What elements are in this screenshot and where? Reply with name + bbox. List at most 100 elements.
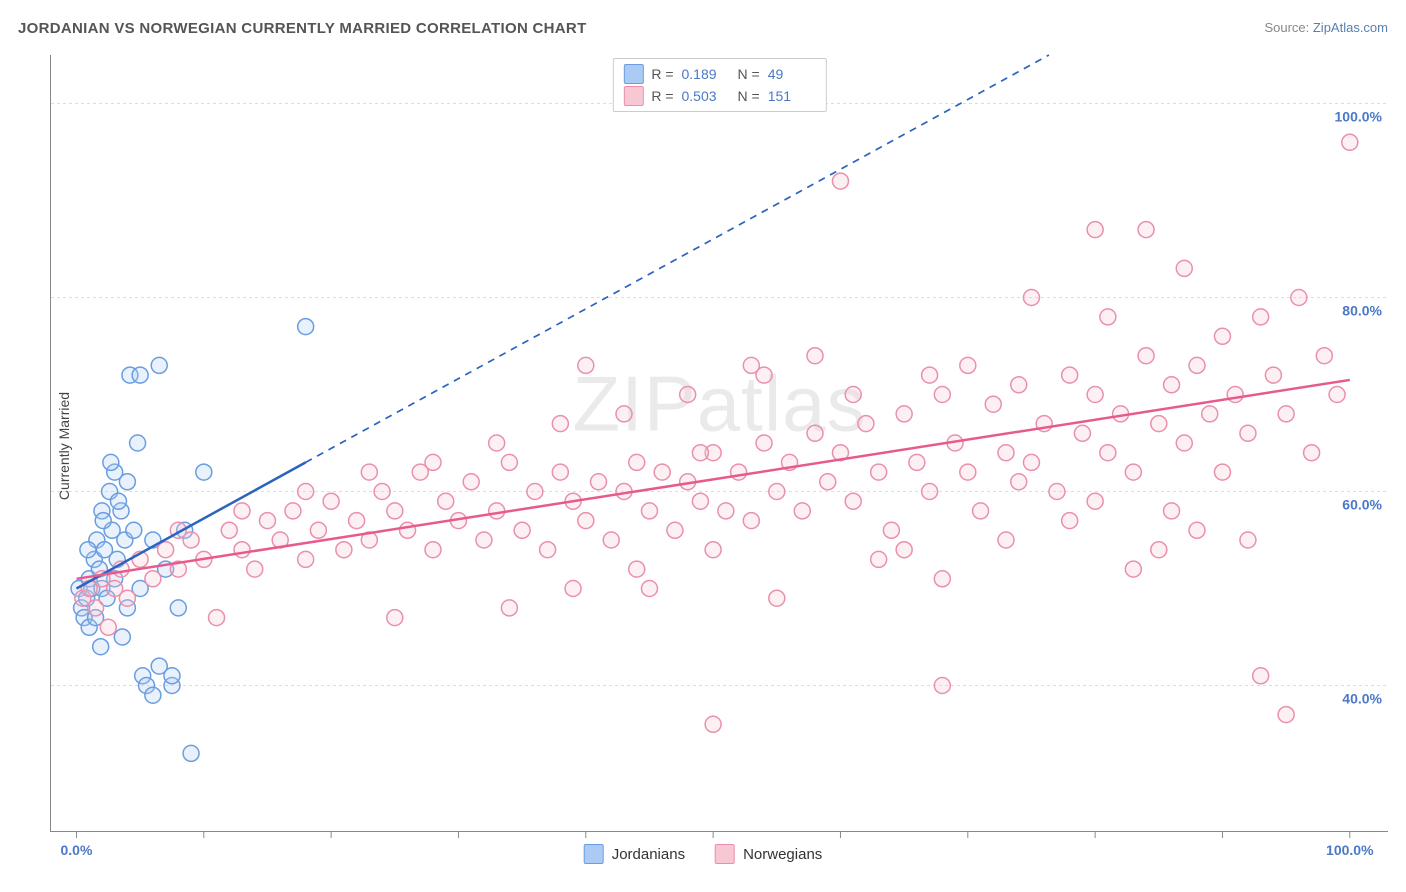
scatter-point [323, 493, 339, 509]
scatter-point [1189, 522, 1205, 538]
scatter-point [110, 493, 126, 509]
svg-text:80.0%: 80.0% [1342, 303, 1382, 319]
svg-text:100.0%: 100.0% [1326, 842, 1374, 858]
scatter-point [832, 173, 848, 189]
scatter-point [1138, 348, 1154, 364]
r-label: R = [651, 85, 673, 107]
scatter-point [170, 600, 186, 616]
legend-swatch [715, 844, 735, 864]
scatter-point [145, 687, 161, 703]
r-label: R = [651, 63, 673, 85]
series-legend: Jordanians Norwegians [584, 844, 823, 864]
scatter-point [756, 367, 772, 383]
scatter-point [1023, 454, 1039, 470]
scatter-point [1125, 561, 1141, 577]
scatter-point [565, 581, 581, 597]
stats-legend: R =0.189N =49R =0.503N =151 [612, 58, 826, 112]
scatter-point [718, 503, 734, 519]
scatter-point [1214, 328, 1230, 344]
scatter-point [909, 454, 925, 470]
n-label: N = [738, 63, 760, 85]
scatter-point [95, 513, 111, 529]
scatter-point [1189, 357, 1205, 373]
scatter-point [807, 348, 823, 364]
scatter-point [88, 600, 104, 616]
scatter-point [578, 513, 594, 529]
scatter-point [361, 464, 377, 480]
scatter-point [973, 503, 989, 519]
scatter-point [1202, 406, 1218, 422]
scatter-point [387, 610, 403, 626]
scatter-point [298, 484, 314, 500]
scatter-point [103, 454, 119, 470]
scatter-point [731, 464, 747, 480]
scatter-point [1278, 707, 1294, 723]
scatter-point [298, 551, 314, 567]
scatter-point [985, 396, 1001, 412]
legend-item-jordanians: Jordanians [584, 844, 685, 864]
scatter-point [934, 387, 950, 403]
scatter-point [871, 464, 887, 480]
scatter-point [501, 600, 517, 616]
scatter-point [820, 474, 836, 490]
svg-text:60.0%: 60.0% [1342, 497, 1382, 513]
scatter-point [1176, 435, 1192, 451]
scatter-point [960, 357, 976, 373]
scatter-point [425, 542, 441, 558]
r-value: 0.503 [682, 85, 730, 107]
scatter-point [667, 522, 683, 538]
scatter-point [1227, 387, 1243, 403]
scatter-point [196, 464, 212, 480]
scatter-point [1087, 222, 1103, 238]
legend-swatch [623, 64, 643, 84]
scatter-point [1011, 474, 1027, 490]
scatter-point [1316, 348, 1332, 364]
scatter-point [489, 503, 505, 519]
svg-text:40.0%: 40.0% [1342, 691, 1382, 707]
scatter-point [705, 542, 721, 558]
scatter-point [1265, 367, 1281, 383]
svg-text:0.0%: 0.0% [61, 842, 93, 858]
legend-label: Norwegians [743, 846, 822, 863]
scatter-point [425, 454, 441, 470]
scatter-point [1125, 464, 1141, 480]
chart-container: JORDANIAN VS NORWEGIAN CURRENTLY MARRIED… [0, 0, 1406, 892]
scatter-point [845, 387, 861, 403]
scatter-point [183, 745, 199, 761]
scatter-point [1278, 406, 1294, 422]
source-link[interactable]: ZipAtlas.com [1313, 20, 1388, 35]
source-attribution: Source: ZipAtlas.com [1264, 20, 1388, 35]
scatter-point [794, 503, 810, 519]
scatter-point [1329, 387, 1345, 403]
scatter-point [1164, 503, 1180, 519]
scatter-point [285, 503, 301, 519]
scatter-point [489, 435, 505, 451]
scatter-point [349, 513, 365, 529]
scatter-point [100, 619, 116, 635]
scatter-point [151, 357, 167, 373]
scatter-point [934, 571, 950, 587]
scatter-point [743, 513, 759, 529]
scatter-point [807, 425, 823, 441]
n-value: 49 [768, 63, 816, 85]
scatter-point [616, 406, 632, 422]
scatter-point [501, 454, 517, 470]
scatter-point [1087, 493, 1103, 509]
scatter-point [1342, 134, 1358, 150]
legend-swatch [623, 86, 643, 106]
scatter-point [1100, 309, 1116, 325]
scatter-point [1176, 260, 1192, 276]
scatter-point [387, 503, 403, 519]
scatter-point [132, 367, 148, 383]
scatter-point [1291, 290, 1307, 306]
scatter-point [514, 522, 530, 538]
n-value: 151 [768, 85, 816, 107]
scatter-point [603, 532, 619, 548]
scatter-point [209, 610, 225, 626]
scatter-point [119, 590, 135, 606]
scatter-point [527, 484, 543, 500]
scatter-point [540, 542, 556, 558]
scatter-point [438, 493, 454, 509]
scatter-point [1240, 532, 1256, 548]
scatter-point [654, 464, 670, 480]
